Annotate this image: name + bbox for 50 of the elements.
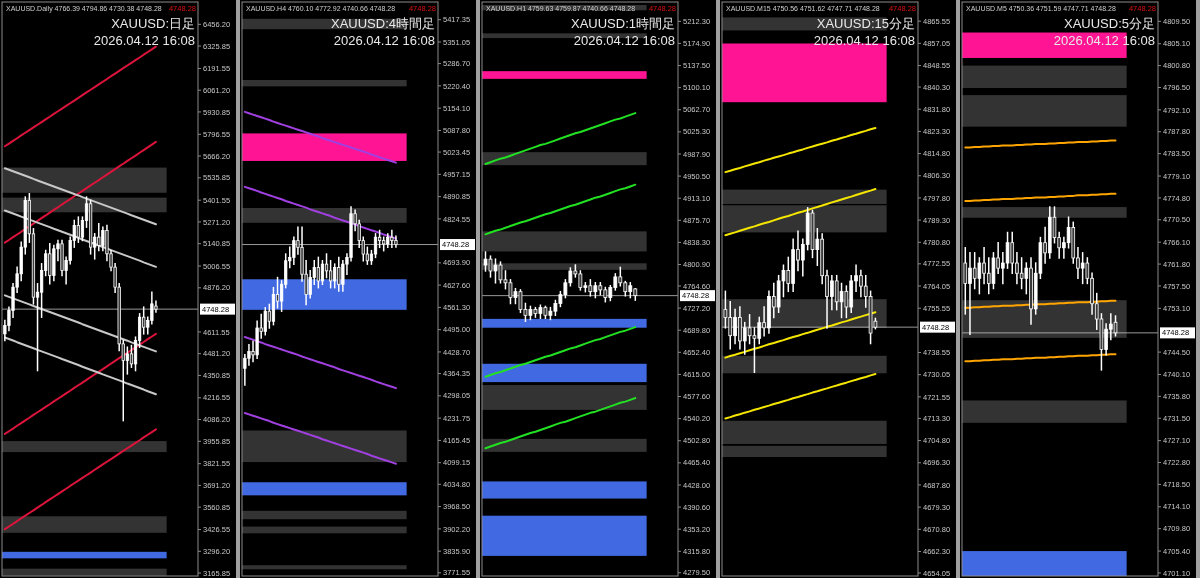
line-series bbox=[964, 353, 1117, 363]
text: 2026.04.12 16:08 bbox=[573, 33, 675, 48]
candlestick bbox=[76, 216, 80, 243]
candlestick bbox=[337, 256, 341, 292]
candlestick bbox=[373, 233, 378, 259]
candlestick bbox=[972, 252, 977, 290]
text: XAUUSD:5分足 bbox=[1063, 16, 1155, 31]
text: 2026.04.12 16:08 bbox=[93, 33, 195, 48]
text: 2026.04.12 16:08 bbox=[333, 33, 435, 48]
line-series bbox=[243, 110, 397, 164]
candlestick bbox=[977, 257, 982, 295]
line-series bbox=[3, 167, 157, 226]
candlestick bbox=[97, 223, 101, 252]
candlestick bbox=[333, 263, 337, 289]
text: XAUUSD:15分足 bbox=[816, 16, 915, 31]
candlestick bbox=[839, 282, 844, 319]
line-series bbox=[3, 428, 157, 531]
line-series bbox=[724, 311, 877, 359]
line-series bbox=[964, 192, 1117, 202]
candlestick bbox=[316, 256, 320, 289]
text: XAUUSD:4時間足 bbox=[330, 16, 435, 31]
text: XAUUSD:日足 bbox=[111, 16, 195, 31]
line-series bbox=[3, 336, 157, 396]
candlestick bbox=[125, 346, 129, 375]
candlestick bbox=[328, 260, 333, 289]
line-series bbox=[3, 332, 157, 435]
line-series bbox=[3, 140, 157, 244]
candlestick bbox=[48, 243, 52, 285]
candlestick bbox=[320, 260, 325, 286]
line-series bbox=[724, 373, 877, 420]
line-series bbox=[243, 412, 397, 465]
line-series bbox=[964, 139, 1117, 149]
line-series bbox=[3, 45, 157, 148]
line-series bbox=[484, 112, 637, 165]
line-series bbox=[484, 397, 637, 450]
candlestick bbox=[324, 253, 329, 279]
line-series bbox=[243, 336, 397, 390]
line-series bbox=[3, 209, 157, 268]
line-series bbox=[724, 188, 877, 237]
text: XAUUSD:1時間足 bbox=[570, 16, 675, 31]
line-series bbox=[724, 127, 877, 174]
candlestick bbox=[101, 226, 105, 252]
candlestick bbox=[1019, 257, 1024, 290]
candlestick bbox=[1080, 252, 1085, 285]
candlestick bbox=[129, 344, 134, 368]
candlestick bbox=[263, 307, 267, 336]
candlestick bbox=[308, 270, 312, 299]
line-series bbox=[484, 326, 637, 378]
line-series bbox=[484, 183, 637, 236]
candlestick bbox=[390, 229, 394, 249]
